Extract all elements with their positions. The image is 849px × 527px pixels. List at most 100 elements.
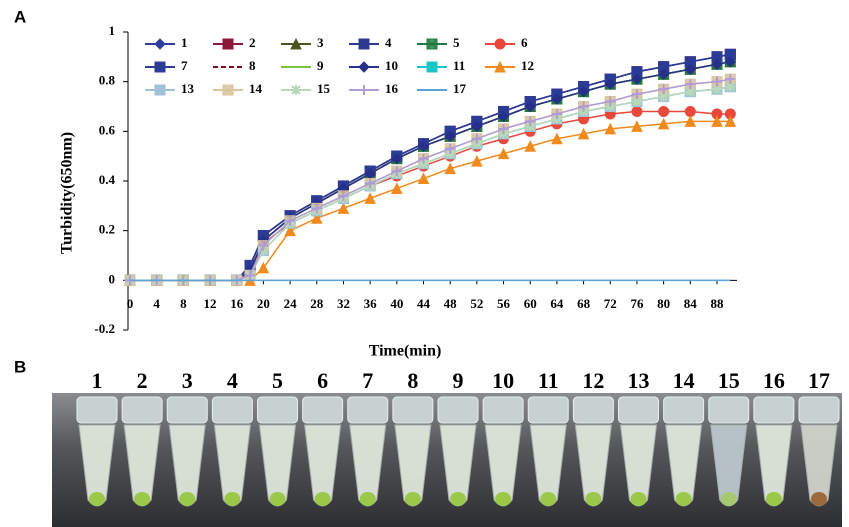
- tube: [121, 396, 163, 507]
- marker: [257, 261, 270, 274]
- tube-tip: [89, 492, 105, 506]
- marker: [417, 172, 430, 185]
- tube-cap: [482, 396, 524, 424]
- tube-cap: [708, 396, 750, 424]
- legend-label: 5: [453, 35, 460, 50]
- legend-label: 6: [521, 35, 528, 50]
- marker: [711, 84, 722, 95]
- legend-marker: [494, 38, 506, 50]
- tube-cap: [302, 396, 344, 424]
- marker: [684, 63, 697, 75]
- tube-tip: [134, 492, 151, 506]
- y-tick-label: -0.2: [94, 321, 115, 336]
- marker: [310, 212, 323, 224]
- marker: [684, 115, 697, 127]
- legend-marker: [154, 61, 166, 73]
- marker: [391, 182, 403, 194]
- marker: [685, 86, 696, 97]
- marker: [631, 120, 643, 132]
- marker: [498, 123, 509, 134]
- x-tick-label: 76: [630, 296, 644, 311]
- tube: [798, 396, 840, 507]
- tube-tip: [630, 492, 647, 506]
- marker: [525, 116, 536, 127]
- tube-cap: [257, 396, 298, 424]
- x-axis-title: Time(min): [369, 343, 442, 360]
- legend-label: 14: [249, 81, 263, 96]
- tube-label: 12: [582, 368, 604, 393]
- x-tick-label: 32: [337, 296, 350, 311]
- tube-tip: [585, 492, 602, 506]
- tube-cap: [663, 396, 705, 424]
- marker: [685, 79, 696, 90]
- x-tick-label: 4: [153, 296, 160, 311]
- tube: [618, 396, 659, 507]
- tube: [76, 396, 118, 507]
- legend-label: 9: [317, 58, 324, 73]
- tube-tip: [495, 492, 512, 506]
- marker: [444, 130, 456, 143]
- series: [124, 48, 736, 286]
- x-tick-label: 12: [204, 296, 217, 311]
- marker: [724, 115, 737, 127]
- marker: [445, 143, 456, 154]
- marker: [658, 84, 669, 95]
- y-tick-label: 0: [109, 271, 116, 286]
- x-tick-label: 52: [470, 296, 483, 311]
- tube-cap: [166, 396, 208, 424]
- tube-tip: [450, 492, 466, 506]
- tube-cap: [392, 396, 434, 424]
- series: [124, 105, 736, 286]
- legend-label: 12: [521, 58, 534, 73]
- legend-marker: [359, 85, 369, 95]
- tube-tip: [269, 492, 286, 506]
- legend-marker: [222, 84, 234, 96]
- tube-label: 11: [538, 368, 559, 393]
- marker: [577, 85, 590, 98]
- tube-tip: [404, 492, 421, 506]
- x-tick-label: 48: [444, 296, 458, 311]
- series: [124, 48, 737, 287]
- tube: [211, 396, 253, 507]
- marker: [418, 153, 429, 164]
- marker: [497, 147, 510, 160]
- series-line: [130, 53, 731, 282]
- tube: [663, 396, 705, 507]
- marker: [471, 133, 482, 144]
- legend-marker: [222, 38, 234, 50]
- tube-tip: [675, 492, 692, 506]
- tube: [392, 396, 434, 507]
- series: [124, 56, 736, 286]
- tube-cap: [572, 396, 614, 424]
- legend-label: 11: [453, 58, 465, 73]
- y-tick-label: 0.4: [99, 172, 116, 187]
- tube: [708, 396, 750, 507]
- marker: [471, 155, 483, 167]
- tube-tip: [314, 492, 331, 506]
- tube: [572, 396, 614, 507]
- x-tick-label: 84: [684, 296, 698, 311]
- x-tick-label: 64: [550, 296, 564, 311]
- tube: [437, 396, 479, 507]
- legend-label: 17: [453, 81, 467, 96]
- legend-label: 8: [249, 58, 256, 73]
- marker: [577, 127, 590, 140]
- tube-label: 4: [227, 368, 238, 393]
- series: [124, 115, 737, 286]
- tube: [347, 396, 389, 507]
- legend-label: 16: [385, 81, 399, 96]
- tube-label: 2: [137, 368, 148, 393]
- series-line: [130, 110, 731, 282]
- marker: [258, 240, 269, 251]
- y-tick-label: 0.6: [99, 122, 116, 137]
- series: [124, 73, 736, 286]
- tube-label: 3: [182, 368, 193, 393]
- tube-tip: [359, 492, 376, 506]
- marker: [551, 93, 563, 105]
- marker: [711, 58, 723, 70]
- tube: [482, 396, 524, 507]
- x-tick-label: 56: [497, 296, 511, 311]
- x-tick-label: 0: [127, 296, 134, 311]
- marker: [311, 203, 322, 214]
